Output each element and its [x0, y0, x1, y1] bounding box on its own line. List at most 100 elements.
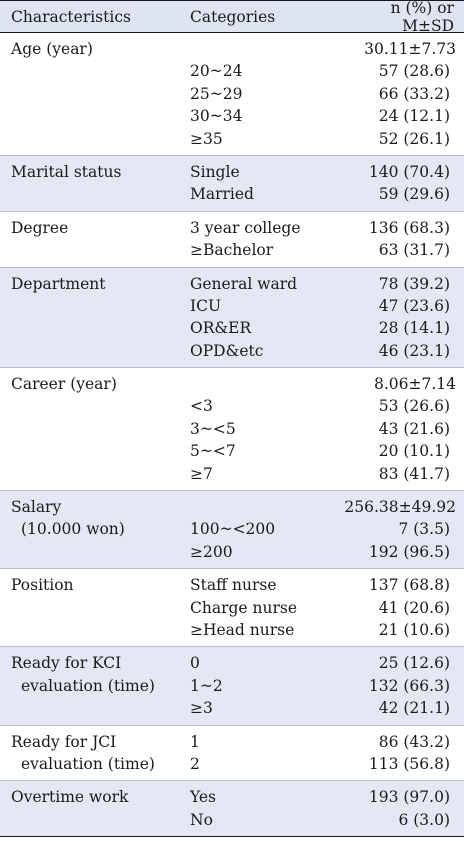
category-label: ≥35: [190, 129, 223, 148]
count-value: 42 (21.1): [378, 699, 450, 718]
count-value: 24 (12.1): [378, 107, 450, 126]
count-value: 28 (14.1): [378, 319, 450, 338]
category-cell: Single Married: [180, 161, 338, 206]
category-cell: Yes No: [180, 786, 338, 831]
summary-value: 256.38±49.92: [344, 498, 456, 517]
count-value: 63 (31.7): [378, 241, 450, 260]
table-row-group: Salary (10.000 won) 100~<200 ≥200 256.38±49.…: [0, 491, 464, 570]
value-cell: 8.06±7.14 53 (26.6) 43 (21.6) 20 (10.1) 83 (…: [338, 373, 464, 485]
count-value: 41 (20.6): [378, 598, 450, 617]
category-label: 1: [190, 732, 200, 751]
characteristic-label: Ready for KCI: [11, 654, 122, 673]
table-row-group: Age (year) 20~24 25~29 30~34 ≥35 30.11±7.73 57…: [0, 33, 464, 156]
category-label: 20~24: [190, 62, 243, 81]
table-row-group: Overtime work Yes No 193 (97.0) 6 (3.0): [0, 781, 464, 838]
count-value: 59 (29.6): [378, 185, 450, 204]
category-cell: 0 1~2 ≥3: [180, 652, 338, 719]
category-label: OR&ER: [190, 319, 252, 338]
characteristic-label: Salary: [11, 498, 62, 517]
value-cell: 256.38±49.92 7 (3.5) 192 (96.5): [338, 496, 464, 563]
category-label: <3: [190, 397, 213, 416]
count-value: 83 (41.7): [378, 464, 450, 483]
table-row-group: Career (year) <3 3~<5 5~<7 ≥7 8.06±7.14 53 (26…: [0, 368, 464, 492]
table-body: Age (year) 20~24 25~29 30~34 ≥35 30.11±7.73 57…: [0, 33, 464, 838]
count-value: 113 (56.8): [368, 754, 450, 773]
characteristic-cell: Career (year): [0, 373, 180, 485]
summary-value: 30.11±7.73: [364, 40, 456, 58]
table-row-group: Marital status Single Married 140 (70.4) 59 …: [0, 155, 464, 212]
category-label: [190, 373, 338, 395]
characteristic-label: evaluation (time): [21, 754, 155, 773]
category-label: [190, 38, 338, 60]
characteristic-cell: Salary (10.000 won): [0, 496, 180, 563]
value-cell: 25 (12.6) 132 (66.3) 42 (21.1): [338, 652, 464, 719]
category-label: 5~<7: [190, 442, 236, 461]
count-value: 66 (33.2): [378, 84, 450, 103]
value-cell: 78 (39.2) 47 (23.6) 28 (14.1) 46 (23.1): [338, 273, 464, 363]
category-label: Yes: [190, 788, 217, 807]
count-value: 136 (68.3): [368, 218, 450, 237]
count-value: 137 (68.8): [368, 576, 450, 595]
characteristic-label: Degree: [11, 218, 69, 237]
characteristic-cell: Position: [0, 574, 180, 641]
category-label: ≥3: [190, 699, 213, 718]
category-label: 2: [190, 754, 200, 773]
characteristic-label: Age (year): [11, 40, 93, 58]
characteristic-cell: Ready for KCI evaluation (time): [0, 652, 180, 719]
value-cell: 86 (43.2) 113 (56.8): [338, 731, 464, 776]
characteristic-label: Overtime work: [11, 788, 129, 807]
value-cell: 136 (68.3) 63 (31.7): [338, 217, 464, 262]
characteristic-label: evaluation (time): [21, 676, 155, 695]
count-value: 193 (97.0): [368, 788, 450, 807]
characteristic-label: Position: [11, 576, 74, 595]
characteristic-label: Ready for JCI: [11, 732, 117, 751]
category-label: 1~2: [190, 676, 223, 695]
table-row-group: Ready for JCI evaluation (time) 1 2 86 (43.2…: [0, 726, 464, 782]
category-cell: General ward ICU OR&ER OPD&etc: [180, 273, 338, 363]
value-cell: 193 (97.0) 6 (3.0): [338, 786, 464, 831]
header-categories: Categories: [190, 7, 276, 26]
count-value: 140 (70.4): [368, 162, 450, 181]
count-value: 192 (96.5): [368, 542, 450, 561]
count-value: 46 (23.1): [378, 341, 450, 360]
count-value: 20 (10.1): [378, 442, 450, 461]
header-value: n (%) or M±SD: [390, 0, 454, 35]
table-row-group: Position Staff nurse Charge nurse ≥Head nur…: [0, 569, 464, 648]
count-value: 78 (39.2): [378, 274, 450, 293]
count-value: 53 (26.6): [378, 397, 450, 416]
count-value: 6 (3.0): [398, 810, 450, 829]
value-cell: 30.11±7.73 57 (28.6) 66 (33.2) 24 (12.1) 52 …: [338, 38, 464, 150]
count-value: 132 (66.3): [368, 676, 450, 695]
characteristic-cell: Overtime work: [0, 786, 180, 831]
characteristic-cell: Degree: [0, 217, 180, 262]
category-label: [190, 496, 338, 518]
category-cell: 3 year college ≥Bachelor: [180, 217, 338, 262]
category-label: Single: [190, 162, 240, 181]
value-cell: 137 (68.8) 41 (20.6) 21 (10.6): [338, 574, 464, 641]
count-value: 25 (12.6): [378, 654, 450, 673]
table-row-group: Degree 3 year college ≥Bachelor 136 (68.3) 6…: [0, 212, 464, 268]
characteristic-label: (10.000 won): [21, 520, 125, 539]
table-row-group: Department General ward ICU OR&ER OPD&etc 78 …: [0, 267, 464, 369]
category-label: No: [190, 810, 213, 829]
category-label: 25~29: [190, 84, 243, 103]
count-value: 7 (3.5): [398, 520, 450, 539]
characteristic-cell: Age (year): [0, 38, 180, 150]
category-label: ICU: [190, 296, 222, 315]
category-label: OPD&etc: [190, 341, 264, 360]
characteristic-label: Department: [11, 274, 106, 293]
characteristic-label: Career (year): [11, 375, 117, 394]
category-cell: 20~24 25~29 30~34 ≥35: [180, 38, 338, 150]
table-row-group: Ready for KCI evaluation (time) 0 1~2 ≥3 25 (…: [0, 647, 464, 726]
count-value: 21 (10.6): [378, 620, 450, 639]
value-cell: 140 (70.4) 59 (29.6): [338, 161, 464, 206]
category-label: Charge nurse: [190, 598, 298, 617]
header-characteristics: Characteristics: [11, 7, 131, 26]
category-label: 3 year college: [190, 218, 301, 237]
category-label: 100~<200: [190, 520, 276, 539]
category-label: General ward: [190, 274, 298, 293]
count-value: 47 (23.6): [378, 296, 450, 315]
summary-value: 8.06±7.14: [373, 375, 456, 394]
